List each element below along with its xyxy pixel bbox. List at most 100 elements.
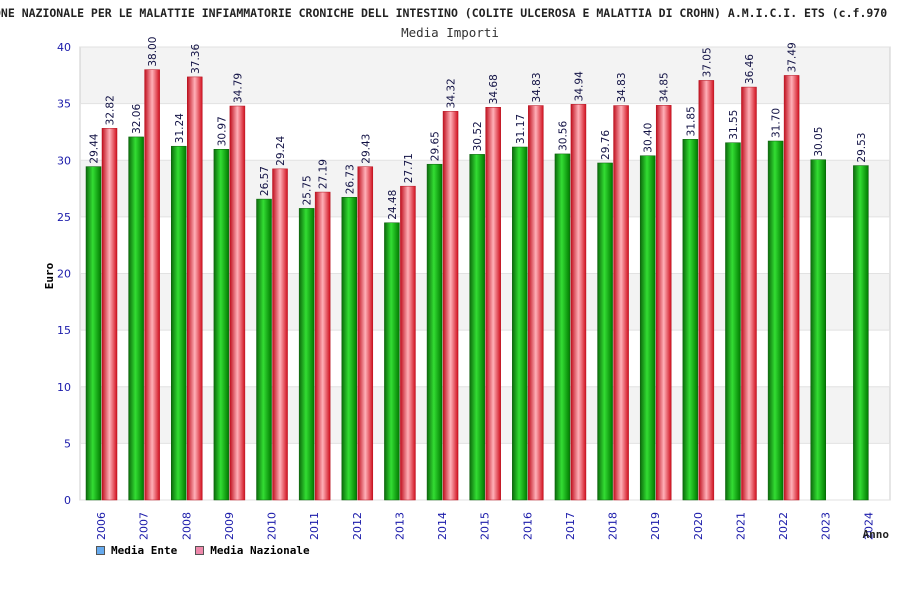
data-label: 30.97 [216,116,228,146]
data-label: 26.73 [344,164,356,194]
bar-media-nazionale-2009 [229,105,246,501]
bar-media-ente-2017 [554,153,571,501]
bar-media-ente-2018 [597,162,613,501]
bar-media-nazionale-2018 [613,105,629,501]
data-label: 27.71 [403,153,415,183]
x-tick-label: 2019 [649,512,662,540]
bar-media-ente-2008 [171,145,187,501]
bar-media-nazionale-2017 [570,104,587,501]
bar-media-nazionale-2016 [528,105,544,501]
bar-media-nazionale-2012 [357,166,374,501]
data-label: 32.06 [131,104,143,134]
data-label: 29.44 [89,133,101,163]
y-tick-label: 40 [57,41,71,54]
x-tick-label: 2013 [393,512,406,540]
bar-media-ente-2024 [853,165,869,501]
x-tick-label: 2024 [862,512,875,540]
data-labels: 29.44 32.82 32.06 38.00 31.24 37.36 30.97 34.79… [89,37,868,220]
bar-media-ente-2011 [298,208,315,501]
bar-media-ente-2023 [810,159,826,501]
x-tick-label: 2021 [734,512,747,540]
data-label: 36.46 [744,54,756,84]
data-label: 34.32 [446,78,458,108]
data-label: 31.24 [174,113,186,143]
data-label: 29.76 [600,130,612,160]
data-label: 24.48 [387,190,399,220]
y-tick-label: 5 [64,437,71,450]
legend-label-media-nazionale: Media Nazionale [210,543,310,557]
chart-subtitle: Media Importi [401,25,499,40]
data-label: 31.55 [728,110,740,140]
bar-media-nazionale-2014 [442,111,459,501]
bar-media-nazionale-2013 [400,185,416,501]
data-label: 25.75 [302,175,314,205]
data-label: 34.79 [232,73,244,103]
y-axis-label: Euro [43,262,56,289]
legend-label-media-ente: Media Ente [111,543,178,557]
legend-swatch-media-nazionale [195,545,205,555]
bar-media-ente-2022 [767,140,784,501]
data-label: 30.56 [557,121,569,151]
bar-media-ente-2007 [128,136,144,501]
data-label: 27.19 [318,159,330,189]
data-label: 38.00 [147,37,159,67]
bar-media-nazionale-2006 [101,128,118,501]
y-tick-label: 25 [57,211,71,224]
x-tick-label: 2007 [138,512,151,540]
bar-media-nazionale-2015 [485,106,501,501]
bar-media-ente-2016 [512,146,528,501]
bar-media-nazionale-2022 [783,75,800,501]
data-label: 30.52 [472,121,484,151]
data-label: 37.36 [190,44,202,74]
legend-item-media-nazionale: Media Nazionale [195,543,310,557]
x-tick-label: 2020 [692,512,705,540]
bar-media-nazionale-2010 [272,168,288,501]
x-axis-label: Anno [863,528,890,541]
chart-title: ONE NAZIONALE PER LE MALATTIE INFIAMMATO… [0,6,888,20]
x-tick-label: 2011 [308,512,321,540]
data-label: 37.05 [701,47,713,77]
data-label: 34.68 [488,74,500,104]
x-tick-label: 2014 [436,512,449,540]
bar-media-nazionale-2008 [187,76,203,501]
data-label: 29.43 [360,134,372,164]
data-label: 37.49 [787,42,799,72]
data-label: 29.24 [275,135,287,165]
x-tick-label: 2009 [223,512,236,540]
bar-media-ente-2010 [256,198,272,501]
data-label: 30.05 [813,127,825,157]
bar-media-ente-2014 [426,163,443,501]
data-label: 31.85 [685,106,697,136]
x-tick-label: 2008 [180,512,193,540]
bar-media-ente-2006 [85,166,102,501]
x-tick-label: 2015 [479,512,492,540]
data-label: 31.17 [515,114,527,144]
legend-swatch-media-ente [96,545,105,555]
data-label: 29.53 [856,133,868,163]
x-tick-label: 2006 [95,512,108,540]
y-axis-ticks: 0 5 10 15 20 25 30 35 40 [57,41,71,507]
x-tick-label: 2017 [564,512,577,540]
x-tick-label: 2012 [351,512,364,540]
legend: Media Ente Media Nazionale [96,542,310,558]
bar-media-nazionale-2011 [314,191,331,501]
legend-item-media-ente: Media Ente [96,544,177,557]
y-tick-label: 35 [57,98,71,111]
data-label: 34.85 [659,72,671,102]
bar-media-ente-2012 [341,197,358,501]
bar-media-ente-2009 [213,149,230,501]
bar-media-nazionale-2020 [698,80,715,501]
y-tick-label: 10 [57,381,71,394]
bar-media-nazionale-2021 [741,86,757,501]
data-label: 32.82 [105,95,117,125]
data-label: 29.65 [430,131,442,161]
bar-media-nazionale-2019 [655,105,672,501]
y-tick-label: 15 [57,324,71,337]
data-label: 31.70 [771,108,783,138]
x-tick-label: 2018 [607,512,620,540]
data-label: 34.83 [616,72,628,102]
data-label: 30.40 [643,123,655,153]
x-tick-label: 2022 [777,512,790,540]
x-tick-label: 2023 [820,512,833,540]
